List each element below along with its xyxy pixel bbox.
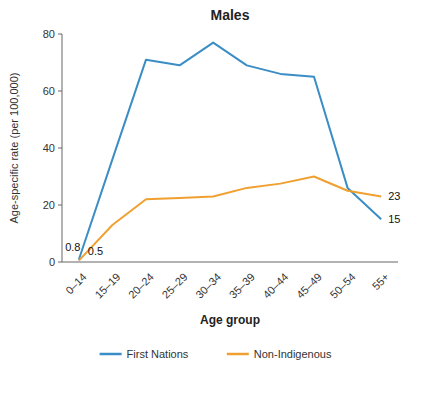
y-tick	[58, 262, 62, 263]
x-axis	[62, 262, 398, 263]
x-tick-label: 35–39	[227, 271, 257, 301]
legend: First Nations Non-Indigenous	[100, 348, 332, 360]
annotation: 15	[388, 213, 400, 225]
series-line	[79, 43, 381, 260]
y-tick	[58, 91, 62, 92]
x-tick-label: 0–14	[63, 271, 89, 297]
x-tick-label: 45–49	[294, 271, 324, 301]
legend-label: Non-Indigenous	[254, 348, 332, 360]
y-tick-label: 40	[43, 142, 55, 154]
x-tick-label: 55+	[370, 271, 392, 293]
y-axis-label: Age-specific rate (per 100,000)	[8, 72, 20, 223]
y-tick	[58, 205, 62, 206]
x-tick-label: 20–24	[126, 271, 156, 301]
x-tick-label: 30–34	[193, 271, 223, 301]
y-tick-label: 80	[43, 28, 55, 40]
annotation: 0.5	[88, 245, 103, 257]
annotations: 0.8 15 0.5 23	[65, 190, 400, 256]
title: Males	[211, 7, 250, 23]
x-tick-label: 25–29	[160, 271, 190, 301]
x-tick-label: 15–19	[92, 271, 122, 301]
plot-area	[79, 43, 381, 261]
legend-swatch	[227, 353, 249, 356]
y-tick	[58, 148, 62, 149]
y-tick-label: 0	[49, 256, 55, 268]
legend-swatch	[100, 353, 122, 356]
y-tick-label: 20	[43, 199, 55, 211]
series-line	[79, 177, 381, 261]
annotation: 0.8	[65, 241, 80, 253]
y-tick-label: 60	[43, 85, 55, 97]
legend-label: First Nations	[127, 348, 189, 360]
annotation: 23	[388, 190, 400, 202]
x-tick-label: 40–44	[260, 271, 290, 301]
chart: Males 0 20 40 60 80 Age-specific rate (per 100…	[0, 0, 438, 419]
y-tick	[58, 34, 62, 35]
x-axis-label: Age group	[200, 313, 260, 327]
x-tick-label: 50–54	[328, 271, 358, 301]
